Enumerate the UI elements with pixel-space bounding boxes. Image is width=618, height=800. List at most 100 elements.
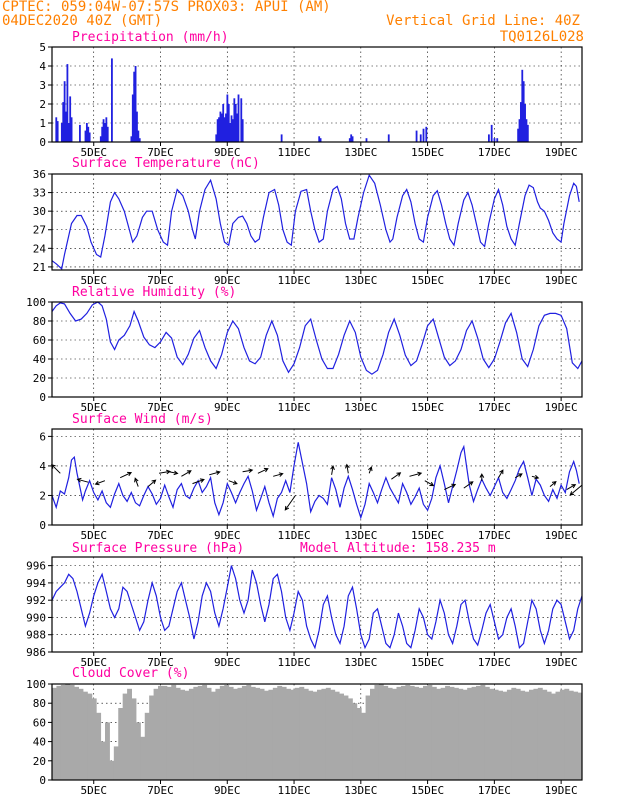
humidity-xtick-label-2: 9DEC [214, 401, 241, 414]
wind-arrow-10 [209, 470, 221, 476]
cloud-bar-49 [268, 689, 274, 780]
cloud-bar-62 [325, 687, 331, 780]
pressure-ytick-label-5: 996 [26, 560, 46, 573]
cloud-bar-67 [347, 698, 353, 780]
wind-arrow-26 [514, 473, 523, 479]
cloud-bar-80 [405, 684, 411, 780]
precip-bar-61 [490, 124, 493, 142]
wind-xtick-label-3: 11DEC [277, 529, 310, 542]
header-model-id: TQ0126L028 [500, 29, 584, 45]
precip-bar-2 [60, 123, 63, 142]
cloud-bar-90 [449, 686, 455, 780]
precip-bar-32 [219, 111, 222, 142]
cloud-bar-24 [158, 685, 163, 780]
cloud-cover-ytick-label-0: 0 [39, 774, 46, 787]
wind-arrow-8 [181, 470, 192, 477]
cloud-bar-87 [436, 688, 442, 780]
pressure-frame [51, 556, 583, 653]
cloud-bar-115 [559, 689, 565, 780]
humidity-ytick-label-3: 60 [33, 334, 46, 347]
cloud-bar-40 [228, 686, 234, 780]
cloud-bar-68 [352, 703, 358, 780]
wind-plot: 0 2 4 6 5DEC 7DEC 9DEC 11DEC 13DEC 15DEC 17DEC 19DE… [39, 428, 583, 542]
precip-bar-23 [131, 94, 134, 142]
cloud-bar-94 [467, 687, 473, 780]
precip-bar-35 [223, 117, 226, 142]
cloud-bar-85 [427, 684, 433, 780]
wind-xtick-label-2: 9DEC [214, 529, 241, 542]
cloud-bar-92 [458, 688, 464, 780]
cloud-bar-76 [387, 687, 393, 780]
cloud-bar-108 [529, 689, 534, 780]
cloud-bar-99 [489, 688, 495, 780]
cloud-bar-54 [290, 689, 296, 780]
wind-series-line [51, 442, 580, 520]
temperature-series-line [51, 173, 580, 270]
precip-bar-62 [493, 138, 496, 142]
precip-bar-27 [137, 130, 140, 142]
panel-precipitation: Precipitation (mm/h) 0 1 2 3 4 5 5DEC 7DEC 9DEC 1… [39, 30, 583, 159]
precip-bar-58 [422, 128, 425, 142]
cloud-cover-xtick-label-0: 5DEC [80, 784, 107, 797]
cloud-cover-ytick-label-1: 20 [33, 755, 46, 768]
cloud-bar-1 [56, 685, 62, 780]
cloud-bar-98 [484, 686, 490, 780]
humidity-ytick-label-4: 80 [33, 315, 46, 328]
pressure-ytick-label-4: 994 [26, 577, 46, 590]
cloud-bar-38 [219, 685, 225, 780]
panel-temperature: Surface Temperature (nC) 21 24 27 30 33 36 5DE… [33, 156, 583, 287]
pressure-xtick-label-4: 13DEC [344, 656, 377, 669]
cloud-bar-15 [118, 708, 124, 780]
pressure-series-line [51, 565, 583, 650]
precip-bar-37 [226, 94, 229, 142]
precip-bar-49 [318, 136, 321, 142]
humidity-xtick-label-5: 15DEC [411, 401, 444, 414]
precipitation-xtick-label-2: 9DEC [214, 146, 241, 159]
cloud-bar-69 [356, 708, 362, 780]
cloud-bar-52 [281, 686, 287, 780]
precip-bar-38 [227, 104, 230, 142]
precip-bar-48 [280, 134, 283, 142]
wind-title: Surface Wind (m/s) [72, 412, 213, 427]
cloud-cover-xtick-label-7: 19DEC [545, 784, 578, 797]
cloud-bar-53 [286, 688, 291, 780]
precip-bar-29 [215, 134, 218, 142]
cloud-bar-111 [542, 689, 548, 780]
cloud-bar-3 [65, 684, 71, 780]
precip-bar-67 [521, 69, 524, 142]
pressure-xtick-label-7: 19DEC [545, 656, 578, 669]
cloud-bar-6 [78, 688, 84, 780]
cloud-bar-55 [294, 687, 300, 780]
cloud-bar-39 [224, 684, 230, 780]
precipitation-xtick-label-7: 19DEC [545, 146, 578, 159]
temperature-xtick-label-5: 15DEC [411, 274, 444, 287]
cloud-bar-97 [480, 684, 486, 780]
cloud-bar-35 [206, 687, 212, 780]
cloud-bar-66 [343, 695, 349, 780]
cloud-bar-71 [365, 695, 371, 780]
cloud-bar-8 [87, 693, 93, 780]
wind-arrow-11 [228, 480, 238, 485]
precipitation-xtick-label-6: 17DEC [478, 146, 511, 159]
cloud-bar-51 [277, 685, 283, 780]
precip-bar-19 [105, 117, 108, 142]
wind-xtick-label-4: 13DEC [344, 529, 377, 542]
cloud-bar-28 [175, 687, 181, 780]
precip-bar-70 [525, 119, 528, 142]
precipitation-xtick-label-1: 7DEC [147, 146, 174, 159]
cloud-bar-101 [498, 690, 503, 780]
cloud-bar-34 [202, 684, 208, 780]
cloud-bar-77 [392, 688, 397, 780]
precipitation-ytick-label-1: 1 [39, 117, 46, 130]
cloud-bar-117 [568, 690, 574, 780]
precipitation-xtick-label-5: 15DEC [411, 146, 444, 159]
precip-bar-34 [222, 104, 225, 142]
humidity-xtick-label-6: 17DEC [478, 401, 511, 414]
header-grid-note: Vertical Grid Line: 40Z [386, 13, 580, 29]
cloud-bar-2 [60, 684, 66, 780]
cloud-bar-50 [272, 687, 278, 780]
precip-bar-11 [84, 130, 87, 142]
precip-bar-16 [101, 126, 104, 142]
humidity-ytick-label-1: 20 [33, 372, 46, 385]
pressure-xtick-label-1: 7DEC [147, 656, 174, 669]
